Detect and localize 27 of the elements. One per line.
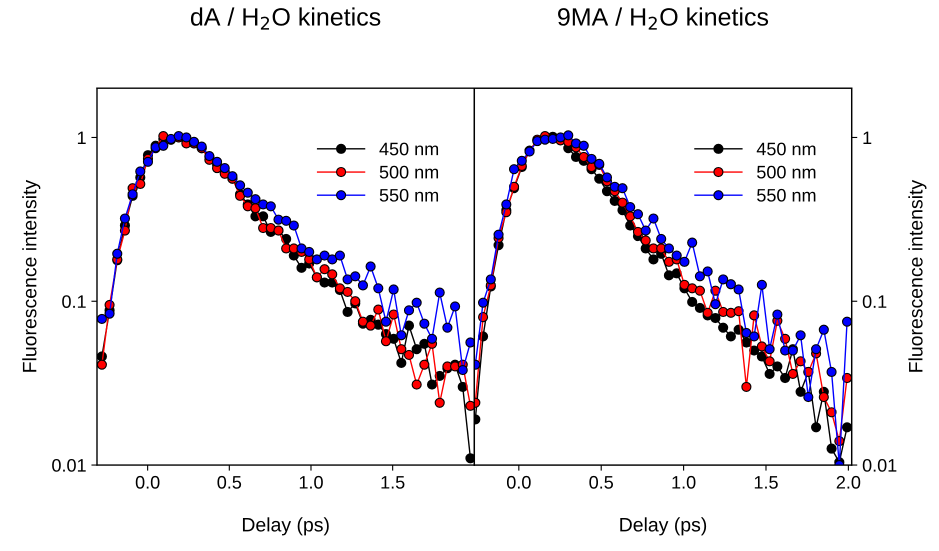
y-tick-label: 1: [78, 132, 86, 144]
x-tick-label: 1.0: [672, 476, 696, 489]
chart-title: dA / H$_{2}$O kinetics: [190, 7, 380, 30]
x-axis-title: Delay (ps): [620, 517, 706, 536]
y-axis-title: Fluorescence intensity: [22, 180, 40, 372]
y2-axis-title: Fluorescence intensity: [908, 180, 926, 372]
x-tick-label: 2.0: [836, 476, 860, 489]
x-tick-label: 0.0: [136, 476, 160, 489]
x-tick-label: 1.5: [754, 476, 778, 489]
x-tick-label: 0.0: [506, 476, 531, 489]
x-tick-label: 1.5: [381, 476, 404, 489]
x-tick-label: 1.0: [300, 476, 323, 489]
x-axis-title: Delay (ps): [242, 517, 329, 536]
legend-label: 500 nm: [380, 166, 438, 179]
y2-tick-label: 1: [863, 132, 872, 144]
y2-tick-label: 0.1: [862, 295, 886, 308]
legend-label: 550 nm: [380, 188, 438, 202]
y2-tick-label: 0.01: [862, 458, 896, 472]
chart-title: 9MA / H$_{2}$O kinetics: [558, 7, 768, 30]
y-tick-label: 0.1: [62, 295, 86, 308]
x-tick-label: 0.5: [589, 476, 614, 489]
legend-label: 500 nm: [757, 166, 816, 179]
legend-label: 450 nm: [379, 142, 438, 156]
legend-label: 450 nm: [756, 142, 816, 156]
y-tick-label: 0.01: [52, 458, 86, 472]
legend-label: 550 nm: [757, 188, 816, 202]
x-tick-label: 0.5: [217, 476, 242, 489]
